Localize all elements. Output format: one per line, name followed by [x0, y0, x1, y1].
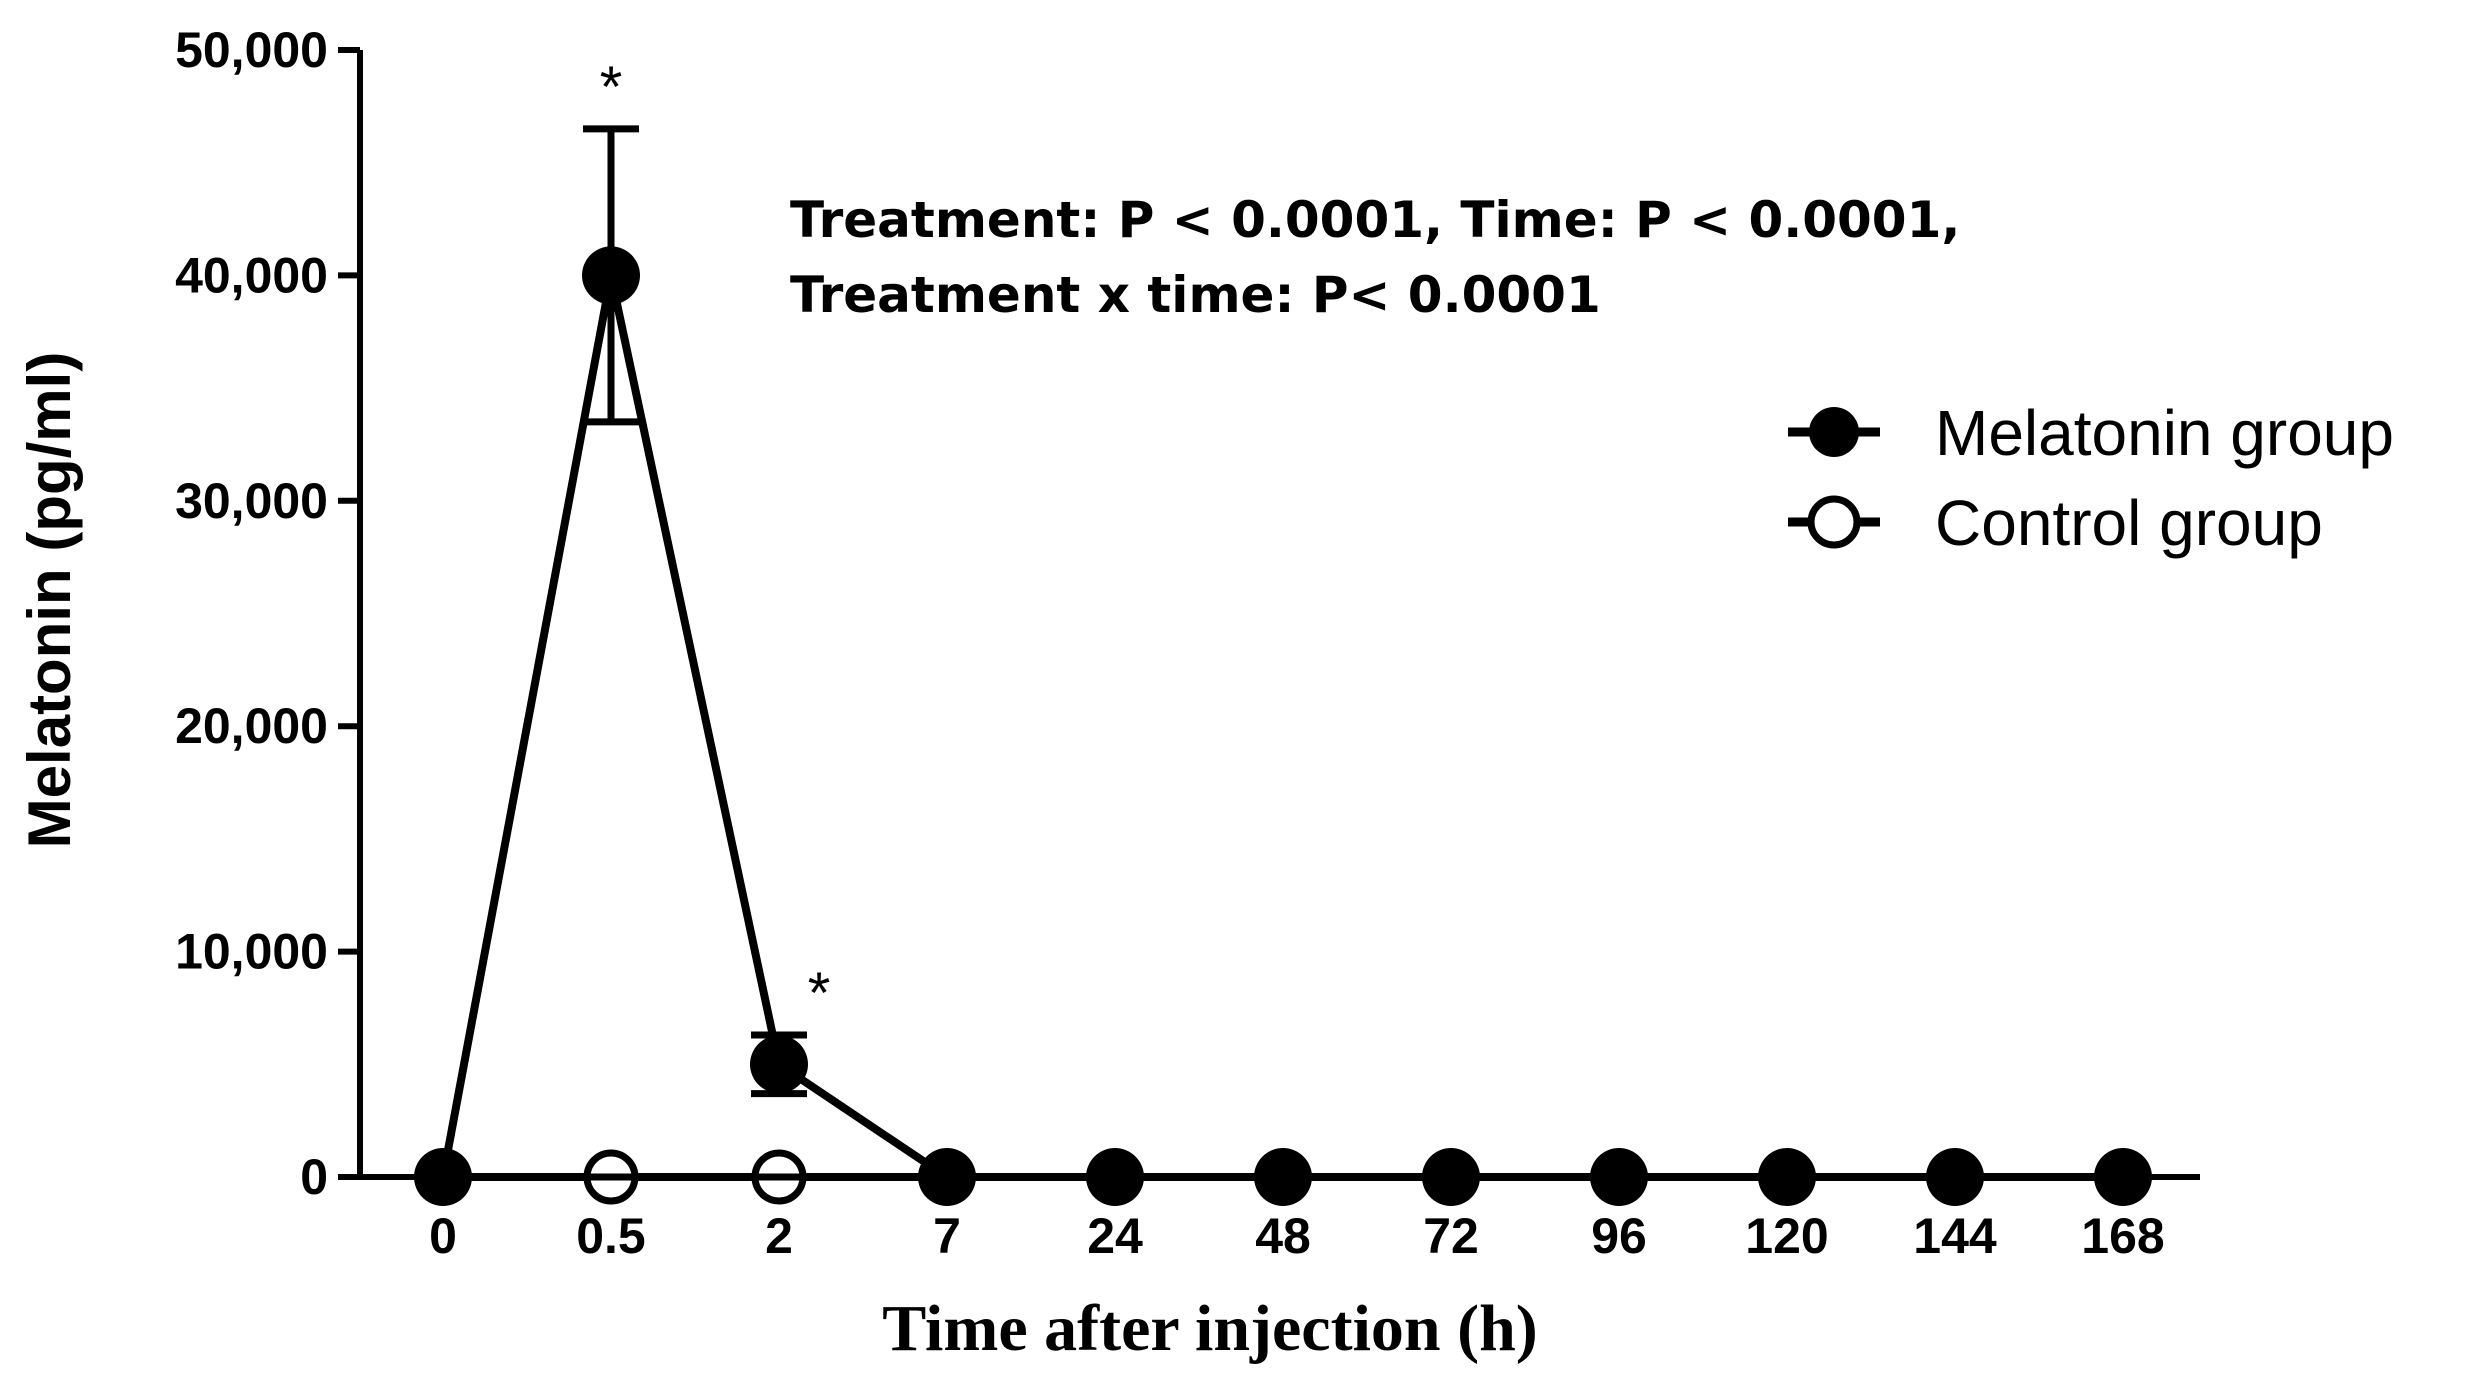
legend-marker-open-circle: [1807, 495, 1861, 549]
legend-label-control: Control group: [1935, 487, 2323, 559]
x-tick-label: 2: [765, 1208, 793, 1264]
data-point-melatonin: [1590, 1148, 1648, 1206]
x-tick-label: 0: [429, 1208, 457, 1264]
legend-marker-filled-circle: [1809, 407, 1859, 457]
x-tick-label: 168: [2081, 1208, 2164, 1264]
significance-marks: **: [600, 55, 831, 1026]
data-point-melatonin: [1926, 1148, 1984, 1206]
data-point-melatonin: [1086, 1148, 1144, 1206]
data-point-melatonin: [918, 1148, 976, 1206]
y-tick-label: 50,000: [175, 22, 328, 78]
x-tick-label: 120: [1745, 1208, 1828, 1264]
y-tick-label: 40,000: [175, 247, 328, 303]
y-tick-label: 0: [300, 1149, 328, 1205]
significance-asterisk: *: [600, 55, 623, 120]
x-tick-label: 0.5: [576, 1208, 646, 1264]
data-point-melatonin: [414, 1148, 472, 1206]
stats-annotation-line-1: Treatment: P < 0.0001, Time: P < 0.0001,: [790, 191, 1960, 249]
y-tick-label: 10,000: [175, 924, 328, 980]
legend-item-control: Control group: [1788, 487, 2323, 559]
y-tick-label: 30,000: [175, 473, 328, 529]
y-axis-label: Melatonin (pg/ml): [16, 352, 83, 849]
x-tick-label: 96: [1591, 1208, 1647, 1264]
x-tick-label: 48: [1255, 1208, 1311, 1264]
data-point-melatonin: [2094, 1148, 2152, 1206]
data-point-melatonin: [1422, 1148, 1480, 1206]
legend-label-melatonin: Melatonin group: [1935, 397, 2394, 469]
x-tick-label: 72: [1423, 1208, 1479, 1264]
legend: Melatonin group Control group: [1788, 397, 2394, 559]
significance-asterisk: *: [808, 961, 831, 1026]
series-line-melatonin: [439, 271, 2123, 1181]
y-tick-label: 20,000: [175, 698, 328, 754]
data-point-melatonin: [1254, 1148, 1312, 1206]
data-point-melatonin: [1758, 1148, 1816, 1206]
data-point-melatonin: [750, 1035, 808, 1094]
legend-item-melatonin: Melatonin group: [1788, 397, 2394, 469]
x-axis-label: Time after injection (h): [882, 1292, 1538, 1365]
data-points: [414, 246, 2152, 1206]
x-tick-label: 144: [1913, 1208, 1997, 1264]
x-tick-label: 7: [933, 1208, 961, 1264]
data-point-melatonin: [582, 246, 640, 305]
x-tick-label: 24: [1087, 1208, 1143, 1264]
y-axis-ticks: 0 10,000 20,000 30,000 40,000 50,000: [175, 22, 360, 1205]
series-lines: [439, 271, 2123, 1181]
stats-annotation-line-2: Treatment x time: P< 0.0001: [790, 266, 1601, 324]
